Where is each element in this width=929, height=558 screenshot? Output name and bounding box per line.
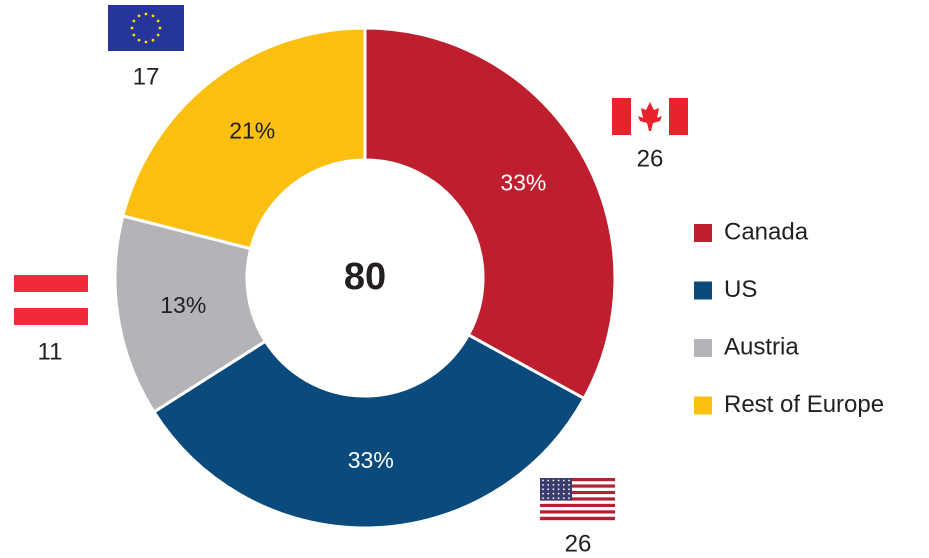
slice-label: 13% xyxy=(160,292,206,318)
star xyxy=(132,33,136,37)
star xyxy=(557,497,560,499)
flag-austria xyxy=(14,275,88,325)
star xyxy=(562,497,565,499)
star xyxy=(568,479,570,482)
star xyxy=(568,492,570,495)
star xyxy=(557,484,560,486)
donut-slice xyxy=(113,214,268,415)
star xyxy=(542,479,544,482)
star xyxy=(137,14,141,18)
star xyxy=(562,484,565,486)
legend-label: Rest of Europe xyxy=(724,391,884,418)
star xyxy=(156,19,160,23)
star xyxy=(552,484,555,486)
stripe xyxy=(540,497,615,501)
stripe xyxy=(540,494,615,498)
donut-slice xyxy=(151,332,587,530)
count-label: 17 xyxy=(133,63,160,90)
slice-label: 21% xyxy=(229,118,275,144)
legend-label: Canada xyxy=(724,218,809,245)
star xyxy=(547,479,550,482)
star xyxy=(547,488,550,491)
legend-swatch xyxy=(694,396,712,415)
star xyxy=(557,488,560,491)
star xyxy=(547,492,550,495)
star xyxy=(547,497,550,499)
star xyxy=(568,484,570,486)
legend-swatch xyxy=(694,339,712,357)
canton xyxy=(540,478,572,501)
stripe xyxy=(540,510,615,514)
star xyxy=(144,40,148,44)
star xyxy=(151,38,155,42)
star xyxy=(568,497,570,499)
stripe xyxy=(540,481,615,485)
slice-label: 33% xyxy=(500,169,546,195)
stripe xyxy=(540,516,615,521)
star xyxy=(562,479,565,482)
star xyxy=(130,26,134,30)
stripe xyxy=(540,484,615,488)
star xyxy=(547,484,550,486)
stripe xyxy=(540,490,615,495)
slice-label: 33% xyxy=(348,447,394,473)
star xyxy=(132,19,136,23)
center-label: 80 xyxy=(344,256,386,298)
star xyxy=(542,492,544,495)
legend-label: US xyxy=(724,276,757,303)
star xyxy=(144,12,148,16)
star xyxy=(151,14,155,18)
star xyxy=(552,492,555,495)
legend-swatch xyxy=(694,224,712,242)
flag-us xyxy=(540,478,615,521)
star xyxy=(568,488,570,491)
count-label: 26 xyxy=(637,145,664,172)
count-label: 26 xyxy=(565,530,592,557)
flag-canada xyxy=(612,98,688,135)
count-label: 11 xyxy=(38,338,63,365)
stripe xyxy=(540,513,615,517)
star xyxy=(158,26,162,30)
star xyxy=(557,492,560,495)
flag-eu xyxy=(108,5,184,51)
donut-slice xyxy=(121,26,367,251)
star xyxy=(552,479,555,482)
star xyxy=(552,488,555,491)
star xyxy=(557,479,560,482)
star xyxy=(542,488,544,491)
star xyxy=(156,33,160,37)
star xyxy=(542,497,544,499)
star xyxy=(562,488,565,491)
star xyxy=(552,497,555,499)
stripe xyxy=(540,487,615,492)
legend-label: Austria xyxy=(724,333,799,360)
star xyxy=(562,492,565,495)
donut-slice xyxy=(363,26,617,401)
legend-swatch xyxy=(694,281,712,300)
stripe xyxy=(540,478,615,482)
star xyxy=(137,38,141,42)
stripe xyxy=(540,500,615,505)
stripe xyxy=(540,503,615,508)
star xyxy=(542,484,544,486)
stripe xyxy=(540,507,615,511)
